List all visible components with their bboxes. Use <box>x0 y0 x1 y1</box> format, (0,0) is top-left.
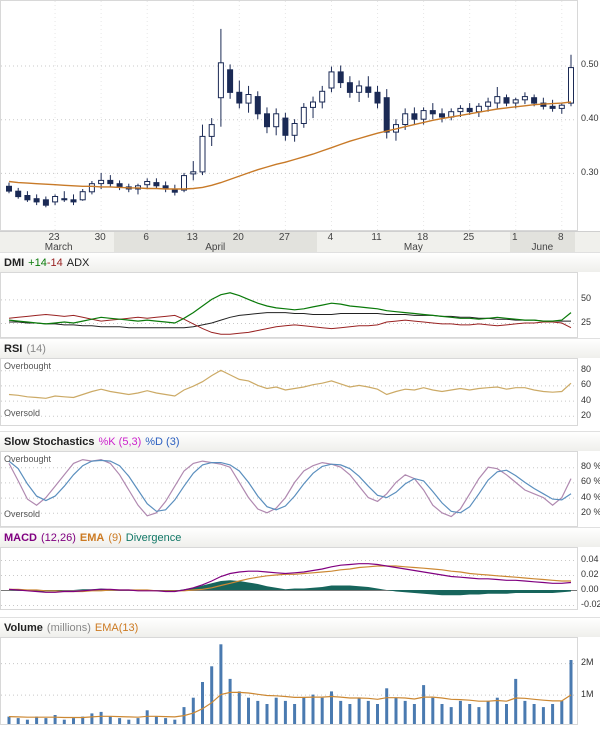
date-tick-label: 6 <box>143 232 149 243</box>
date-axis: March April May June 23 30 6 13 20 27 4 11 18 25 1 8 <box>0 231 600 252</box>
price-panel: 0.50 0.40 0.30 <box>0 0 600 231</box>
date-tick-label: 25 <box>463 232 475 243</box>
month-label: June <box>531 242 554 252</box>
volume-unit-label: (millions) <box>46 622 91 634</box>
y-axis-label: 80 <box>581 364 592 375</box>
date-tick-label: 11 <box>371 232 382 243</box>
spacer <box>0 610 600 617</box>
date-tick-label: 30 <box>94 232 106 243</box>
month-block <box>316 232 511 252</box>
month-label: March <box>44 242 73 252</box>
y-axis-label: 0.40 <box>581 113 599 124</box>
y-axis-label: 0.30 <box>581 166 599 177</box>
overbought-label: Overbought <box>4 361 52 371</box>
rsi-chart <box>0 358 578 426</box>
dmi-minus-di-label: -14 <box>46 257 63 269</box>
stochastics-title: Slow Stochastics <box>4 436 95 448</box>
date-tick-label: 8 <box>558 232 564 243</box>
month-label: April <box>205 242 226 252</box>
date-tick-label: 13 <box>186 232 198 243</box>
macd-chart <box>0 547 578 610</box>
stochastics-d-label: %D (3) <box>145 436 180 448</box>
y-axis-label: 0.00 <box>581 584 599 594</box>
y-axis-label: 20 <box>581 409 592 420</box>
y-axis-label: -0.02 <box>581 599 600 609</box>
macd-title: MACD <box>4 532 37 544</box>
volume-ema-label: EMA(13) <box>94 622 139 634</box>
dmi-adx-label: ADX <box>66 257 90 269</box>
stochastics-k-label: %K (5,3) <box>98 436 142 448</box>
dmi-plus-di-label: +14 <box>28 257 47 269</box>
month-block <box>510 232 575 252</box>
rsi-title: RSI <box>4 343 23 355</box>
volume-title: Volume <box>4 622 43 634</box>
y-axis-label: 60 % <box>581 476 600 487</box>
date-tick-label: 23 <box>48 232 60 243</box>
overbought-label: Overbought <box>4 454 52 464</box>
price-chart <box>0 0 578 231</box>
stochastics-header: Slow Stochastics %K (5,3) %D (3) <box>0 431 600 451</box>
rsi-period-label: (14) <box>26 343 46 355</box>
oversold-label: Oversold <box>4 408 41 418</box>
dmi-header: DMI +14-14 ADX <box>0 252 600 272</box>
volume-header: Volume (millions) EMA(13) <box>0 617 600 637</box>
date-tick-label: 27 <box>278 232 290 243</box>
rsi-header: RSI (14) <box>0 338 600 358</box>
macd-divergence-label: Divergence <box>125 532 182 544</box>
y-axis-label: 0.02 <box>581 569 599 579</box>
macd-panel: 0.04 0.02 0.00 -0.02 <box>0 547 600 610</box>
oversold-label: Oversold <box>4 509 41 519</box>
y-axis-label: 60 <box>581 379 592 390</box>
macd-header: MACD (12,26) EMA (9) Divergence <box>0 527 600 547</box>
y-axis-label: 80 % <box>581 461 600 472</box>
date-tick-label: 18 <box>417 232 429 243</box>
rsi-panel: Overbought Oversold 80 60 40 20 <box>0 358 600 426</box>
y-axis-label: 25 <box>581 316 592 327</box>
dmi-panel: 50 25 <box>0 272 600 338</box>
y-axis-label: 0.50 <box>581 59 599 70</box>
volume-panel: 2M 1M <box>0 637 600 725</box>
dmi-title: DMI <box>4 257 25 269</box>
stochastics-panel: Overbought Oversold 80 % 60 % 40 % 20 % <box>0 451 600 527</box>
macd-params-label: (12,26) <box>41 532 76 544</box>
y-axis-label: 40 <box>581 394 592 405</box>
month-label: May <box>403 242 423 252</box>
y-axis-label: 40 % <box>581 491 600 502</box>
dmi-chart <box>0 272 578 338</box>
y-axis-label: 50 <box>581 293 592 304</box>
y-axis-label: 20 % <box>581 506 600 517</box>
date-tick-label: 1 <box>511 232 518 243</box>
stochastics-chart <box>0 451 578 527</box>
y-axis-label: 1M <box>581 688 594 699</box>
volume-chart <box>0 637 578 725</box>
y-axis-label: 2M <box>581 657 594 668</box>
date-tick-label: 4 <box>327 232 334 243</box>
month-block <box>113 232 317 252</box>
macd-ema-period-label: (9) <box>108 532 122 544</box>
macd-ema-label: EMA <box>79 532 105 544</box>
y-axis-label: 0.04 <box>581 554 599 564</box>
date-tick-label: 20 <box>232 232 244 243</box>
month-block <box>3 232 114 252</box>
